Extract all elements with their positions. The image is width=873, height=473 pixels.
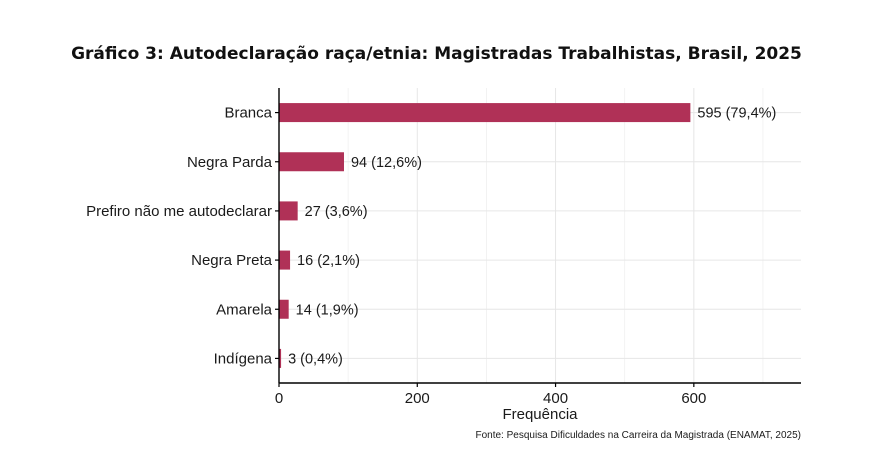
bar [279, 348, 282, 368]
data-label: 3 (0,4%) [288, 351, 343, 367]
labels-layer: 595 (79,4%) 94 (12,6%) 27 (3,6%) 16 (2,1%) 1… [288, 106, 776, 368]
y-tick-label: Negra Preta [191, 252, 273, 269]
y-tick-label: Amarela [216, 301, 273, 318]
y-ticks: Branca Negra Parda Prefiro não me autodecl… [86, 105, 279, 367]
bar [279, 152, 344, 172]
y-tick-label: Indígena [214, 350, 273, 367]
data-label: 16 (2,1%) [297, 253, 360, 269]
x-ticks: 0 200 400 600 [275, 383, 706, 407]
x-tick-label: 400 [543, 390, 568, 407]
y-tick-label: Negra Parda [187, 154, 273, 171]
bar [279, 201, 298, 221]
x-tick-label: 200 [405, 390, 430, 407]
bar [279, 250, 291, 270]
data-label: 14 (1,9%) [296, 302, 359, 318]
chart-title: Gráfico 3: Autodeclaração raça/etnia: Ma… [71, 44, 802, 64]
grid-layer [278, 88, 801, 383]
data-label: 94 (12,6%) [351, 155, 422, 171]
bar [279, 299, 289, 319]
x-axis-title: Frequência [502, 406, 578, 423]
x-tick-label: 600 [681, 390, 706, 407]
source-caption: Fonte: Pesquisa Dificuldades na Carreira… [475, 430, 801, 441]
y-tick-label: Prefiro não me autodeclarar [86, 203, 272, 220]
bar [279, 103, 691, 123]
bars-layer [279, 103, 691, 368]
data-label: 595 (79,4%) [697, 106, 776, 122]
y-tick-label: Branca [224, 105, 272, 122]
data-label: 27 (3,6%) [305, 204, 368, 220]
x-tick-label: 0 [275, 390, 283, 407]
